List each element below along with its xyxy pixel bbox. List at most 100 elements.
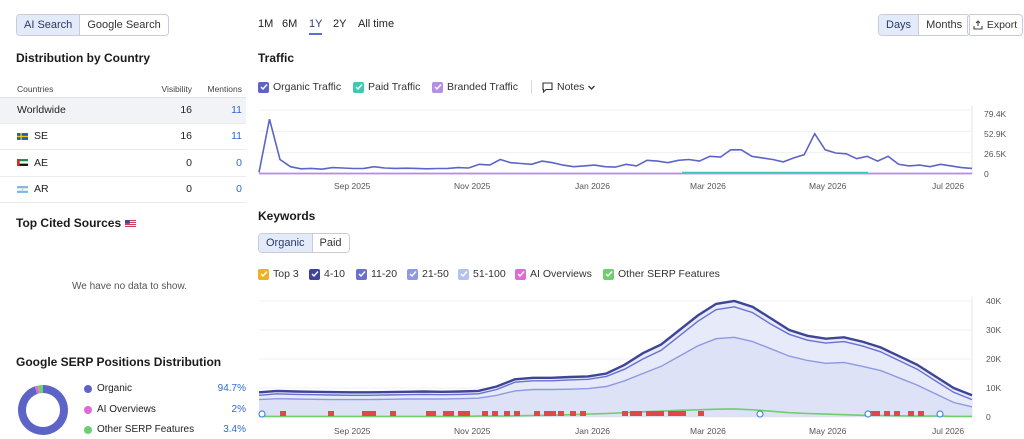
annotation-marker (558, 411, 564, 416)
keywords-title: Keywords (258, 209, 316, 223)
google-update-icon (258, 410, 266, 418)
uae-flag-icon (17, 159, 28, 167)
annotation-marker (570, 411, 576, 416)
annotation-marker (918, 411, 924, 416)
traffic-x-tick: Jul 2026 (932, 181, 965, 191)
traffic-y-tick: 52.9K (984, 129, 1007, 139)
keywords-x-tick: Nov 2025 (454, 426, 491, 436)
annotation-marker (504, 411, 510, 416)
ai-search-tab[interactable]: AI Search (17, 15, 80, 35)
table-row[interactable]: AR 0 0 (0, 177, 246, 203)
traffic-y-tick: 0 (984, 169, 989, 179)
granularity-toggle: Days Months (878, 14, 971, 36)
annotation-marker (874, 411, 880, 416)
period-2y[interactable]: 2Y (333, 18, 347, 30)
branded-traffic-checkbox[interactable]: Branded Traffic (432, 81, 518, 93)
google-update-icon (936, 410, 944, 418)
paid-traffic-checkbox[interactable]: Paid Traffic (353, 81, 420, 93)
period-1m[interactable]: 1M (258, 18, 274, 30)
notes-dropdown[interactable]: Notes (542, 81, 596, 93)
google-update-icon (864, 410, 872, 418)
filter-divider (531, 80, 532, 94)
organic-traffic-checkbox[interactable]: Organic Traffic (258, 81, 341, 93)
us-flag-icon (125, 219, 137, 227)
annotation-marker (668, 411, 674, 416)
traffic-x-tick: Mar 2026 (690, 181, 726, 191)
traffic-title: Traffic (258, 51, 295, 65)
mentions-link[interactable]: 11 (231, 104, 242, 117)
country-name: Worldwide (17, 104, 66, 117)
pos-51-100-checkbox[interactable]: 51-100 (458, 268, 506, 280)
export-button[interactable]: Export (967, 14, 1023, 36)
annotation-marker (658, 411, 664, 416)
argentina-flag-icon (17, 185, 28, 193)
pos-11-20-checkbox[interactable]: 11-20 (356, 268, 397, 280)
line-11-20 (258, 306, 973, 401)
annotation-marker (390, 411, 396, 416)
annotation-marker (908, 411, 914, 416)
visibility-value: 16 (180, 130, 192, 143)
annotation-marker (492, 411, 498, 416)
annotation-marker (370, 411, 376, 416)
other-serp-features-checkbox[interactable]: Other SERP Features (603, 268, 720, 280)
organic-traffic-line (258, 118, 973, 173)
annotation-marker (652, 411, 658, 416)
annotation-marker (482, 411, 488, 416)
traffic-x-tick: Nov 2025 (454, 181, 491, 191)
days-button[interactable]: Days (879, 15, 919, 35)
annotation-marker (464, 411, 470, 416)
mentions-link[interactable]: 0 (236, 156, 242, 169)
annotation-marker (443, 411, 449, 416)
annotation-marker (514, 411, 520, 416)
visibility-value: 0 (186, 156, 192, 169)
organic-tab[interactable]: Organic (259, 234, 312, 252)
ai-overviews-checkbox[interactable]: AI Overviews (515, 268, 592, 280)
annotation-marker (280, 411, 286, 416)
table-header: Countries Visibility Mentions (0, 80, 246, 97)
export-icon (973, 20, 983, 30)
keywords-y-tick: 20K (986, 354, 1002, 364)
sweden-flag-icon (17, 132, 28, 140)
country-name: AR (0, 183, 155, 195)
annotation-marker (534, 411, 540, 416)
traffic-x-tick: May 2026 (809, 181, 847, 191)
keywords-y-tick: 10K (986, 383, 1002, 393)
annotation-marker (544, 411, 550, 416)
traffic-y-tick: 79.4K (984, 109, 1007, 119)
pos-4-10-checkbox[interactable]: 4-10 (309, 268, 345, 280)
distribution-title: Distribution by Country (16, 51, 150, 65)
serp-donut-chart (18, 385, 68, 435)
period-1y[interactable]: 1Y (309, 18, 323, 35)
annotation-marker (698, 411, 704, 416)
paid-tab[interactable]: Paid (311, 234, 349, 252)
legend-other-serp: Other SERP Features 3.4% (84, 424, 246, 435)
table-row[interactable]: Worldwide 16 11 (0, 97, 246, 124)
visibility-value: 16 (180, 104, 192, 117)
keywords-y-tick: 30K (986, 325, 1002, 335)
keywords-x-tick: Sep 2025 (334, 426, 371, 436)
annotation-marker (366, 411, 372, 416)
serp-title: Google SERP Positions Distribution (16, 355, 222, 369)
period-all-time[interactable]: All time (358, 18, 395, 30)
google-search-tab[interactable]: Google Search (79, 15, 168, 35)
annotation-marker (458, 411, 464, 416)
traffic-chart (258, 106, 973, 175)
keywords-y-tick: 40K (986, 296, 1002, 306)
line-4-10 (258, 299, 973, 397)
mentions-link[interactable]: 0 (236, 183, 242, 196)
table-row[interactable]: SE 16 11 (0, 124, 246, 150)
annotation-marker (580, 411, 586, 416)
annotation-marker (894, 411, 900, 416)
donut-slice (18, 385, 68, 435)
annotation-marker (430, 411, 436, 416)
top3-checkbox[interactable]: Top 3 (258, 268, 299, 280)
months-button[interactable]: Months (918, 15, 970, 35)
period-6m[interactable]: 6M (282, 18, 298, 30)
traffic-x-tick: Sep 2025 (334, 181, 371, 191)
table-row[interactable]: AE 0 0 (0, 150, 246, 177)
mentions-link[interactable]: 11 (231, 130, 242, 143)
country-name: AE (0, 157, 155, 169)
line-21-50 (258, 336, 973, 408)
annotation-marker (426, 411, 432, 416)
pos-21-50-checkbox[interactable]: 21-50 (407, 268, 449, 280)
